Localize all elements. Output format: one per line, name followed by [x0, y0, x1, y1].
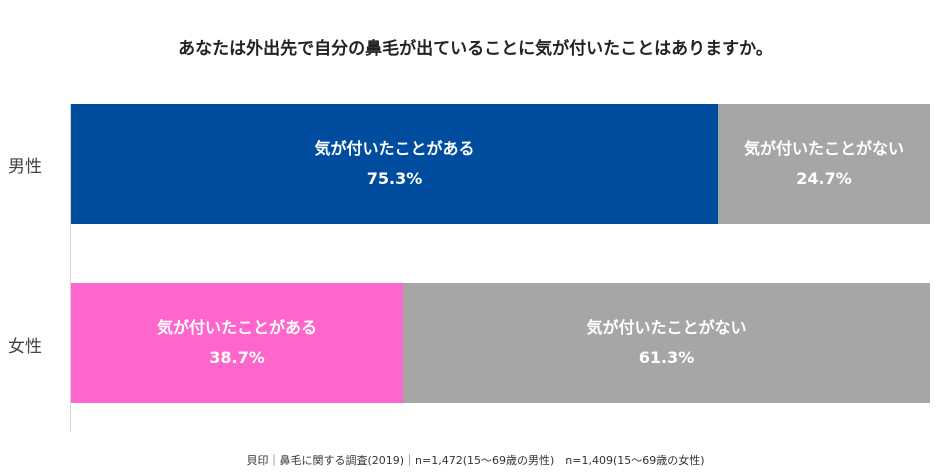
source-note: 貝印｜鼻毛に関する調査(2019)｜n=1,472(15～69歳の男性) n=1…	[246, 454, 705, 467]
chart-title: あなたは外出先で自分の鼻毛が出ていることに気が付いたことはありますか。	[178, 39, 773, 59]
segment-series-label: 気が付いたことがある	[314, 139, 475, 158]
category-label-female: 女性	[8, 337, 42, 357]
segment-value-label: 38.7%	[209, 348, 265, 367]
segment-value-label: 24.7%	[796, 169, 852, 188]
bar-segment-male-not-noticed: 気が付いたことがない 24.7%	[718, 104, 930, 224]
segment-series-label: 気が付いたことがある	[156, 318, 317, 337]
segment-series-label: 気が付いたことがない	[586, 318, 747, 337]
bar-segment-female-noticed: 気が付いたことがある 38.7%	[71, 283, 403, 403]
bar-segment-female-not-noticed: 気が付いたことがない 61.3%	[403, 283, 930, 403]
bar-segment-male-noticed: 気が付いたことがある 75.3%	[71, 104, 718, 224]
segment-value-label: 61.3%	[638, 348, 695, 367]
category-label-male: 男性	[8, 157, 42, 177]
segment-series-label: 気が付いたことがない	[743, 139, 904, 158]
segment-value-label: 75.3%	[366, 169, 423, 188]
category-axis-line	[70, 104, 71, 432]
